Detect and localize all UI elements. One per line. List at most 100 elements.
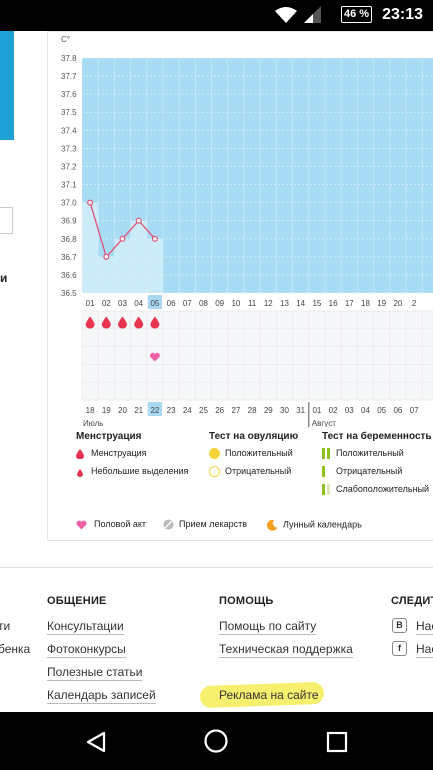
cycle-day-label[interactable]: 04 [134,299,143,308]
footer-link-photo-contests[interactable]: Фотоконкурсы [47,642,126,658]
legend-pregnancy-positive: Положительный [322,448,404,460]
cycle-day-label[interactable]: 06 [167,299,176,308]
menstruation-drop-icon[interactable] [134,316,144,329]
cycle-day-label[interactable]: 15 [312,299,321,308]
legend-menstruation: Менструация [76,448,147,460]
cycle-day-label[interactable]: 14 [296,299,305,308]
footer-cut-link-2[interactable]: бенка [0,642,31,656]
footer-link-advertising[interactable]: Реклама на сайте [219,688,319,702]
single-bar-icon [322,466,325,478]
cycle-day-label[interactable]: 13 [280,299,289,308]
cycle-day-label[interactable]: 11 [248,299,257,308]
temperature-point[interactable] [119,235,126,242]
double-bar-icon [322,448,325,460]
empty-circle-icon [209,466,220,478]
legend-intercourse: Половой акт [76,519,146,530]
cycle-day-label[interactable]: 19 [377,299,386,308]
weak-bar-icon-part [327,484,330,496]
temperature-point[interactable] [87,199,94,206]
footer-link-facebook[interactable]: Нас [416,642,433,658]
footer-link-vk[interactable]: Нас [416,619,433,635]
legend-menstruation-label: Менструация [91,448,147,458]
legend-moon-calendar[interactable]: Лунный календарь [266,519,362,531]
cycle-day-label[interactable]: 12 [264,299,273,308]
footer-link-articles[interactable]: Полезные статьи [47,665,143,681]
recents-icon[interactable] [326,731,348,753]
footer-link-site-help[interactable]: Помощь по сайту [219,619,317,635]
cycle-day-label[interactable]: 08 [199,299,208,308]
footer-link-consultations[interactable]: Консультации [47,619,124,635]
calendar-date-label[interactable]: 31 [296,406,305,415]
legend-pregnancy-negative: Отрицательный [322,466,402,478]
calendar-date-label[interactable]: 06 [393,406,402,415]
vk-icon[interactable]: В [392,618,407,633]
facebook-icon[interactable]: f [392,641,407,656]
temperature-column [98,256,115,293]
calendar-date-label[interactable]: 07 [410,406,419,415]
legend-ovulation-negative: Отрицательный [209,466,291,478]
footer-help-title: ПОМОЩЬ [219,595,274,607]
legend-ovulation-positive: Положительный [209,448,293,460]
cycle-day-label[interactable]: 02 [102,299,111,308]
menstruation-drop-icon[interactable] [101,316,111,329]
temperature-point[interactable] [135,217,142,224]
home-icon[interactable] [203,728,229,754]
calendar-date-label[interactable]: 26 [215,406,224,415]
cycle-day-label[interactable]: 17 [345,299,354,308]
footer-cut-link-1[interactable]: ти [0,619,11,633]
y-tick-label: 37.5 [61,108,77,117]
calendar-date-label[interactable]: 23 [167,406,176,415]
y-tick-label: 37.4 [61,126,77,135]
calendar-date-label[interactable]: 20 [118,406,127,415]
footer-link-tech-support[interactable]: Техническая поддержка [219,642,353,658]
legend-spotting-label: Небольшие выделения [91,466,189,476]
side-banner[interactable] [0,31,14,140]
cycle-day-label[interactable]: 20 [393,299,402,308]
calendar-date-label[interactable]: 30 [280,406,289,415]
calendar-date-label[interactable]: 18 [86,406,95,415]
cycle-day-label[interactable]: 18 [361,299,370,308]
intercourse-heart-icon[interactable] [149,352,160,362]
cycle-day-label[interactable]: 09 [215,299,224,308]
cycle-day-label[interactable]: 01 [86,299,95,308]
calendar-date-label[interactable]: 01 [312,406,321,415]
menstruation-drop-icon[interactable] [85,316,95,329]
cycle-day-label[interactable]: 07 [183,299,192,308]
temperature-column [130,220,147,293]
calendar-date-label[interactable]: 27 [231,406,240,415]
cycle-day-label[interactable]: 2 [412,299,417,308]
back-icon[interactable] [84,730,108,754]
cycle-day-label[interactable]: 16 [329,299,338,308]
calendar-date-label[interactable]: 02 [329,406,338,415]
calendar-date-label[interactable]: 25 [199,406,208,415]
menstruation-drop-icon[interactable] [118,316,127,329]
calendar-date-label[interactable]: 29 [264,406,273,415]
legend-ovulation-title: Тест на овуляцию [209,431,299,442]
calendar-date-label[interactable]: 04 [361,406,370,415]
y-tick-label: 37.8 [61,54,77,63]
side-input[interactable] [0,207,13,234]
footer-link-calendar[interactable]: Календарь записей [47,688,156,704]
calendar-date-label[interactable]: 24 [183,406,192,415]
temperature-point[interactable] [151,235,158,242]
cycle-day-label[interactable]: 05 [150,299,159,308]
y-tick-label: 37.2 [61,162,77,171]
cycle-day-label[interactable]: 03 [118,299,127,308]
y-tick-label: 37.7 [61,72,77,81]
menstruation-drop-icon[interactable] [150,316,160,329]
calendar-date-label[interactable]: 28 [248,406,257,415]
temperature-point[interactable] [103,253,110,260]
calendar-date-label[interactable]: 05 [377,406,386,415]
cycle-day-label[interactable]: 10 [231,299,240,308]
legend-spotting: Небольшие выделения [76,466,188,477]
calendar-date-label[interactable]: 19 [102,406,111,415]
clock: 23:13 [382,6,423,23]
legend-pregnancy-positive-label: Положительный [336,448,404,458]
pill-icon [163,519,174,530]
wifi-icon [275,7,297,23]
calendar-date-label[interactable]: 22 [150,406,159,415]
calendar-date-label[interactable]: 21 [134,406,143,415]
calendar-date-label[interactable]: 03 [345,406,354,415]
y-tick-label: 37.6 [61,90,77,99]
temperature-column [82,202,99,293]
